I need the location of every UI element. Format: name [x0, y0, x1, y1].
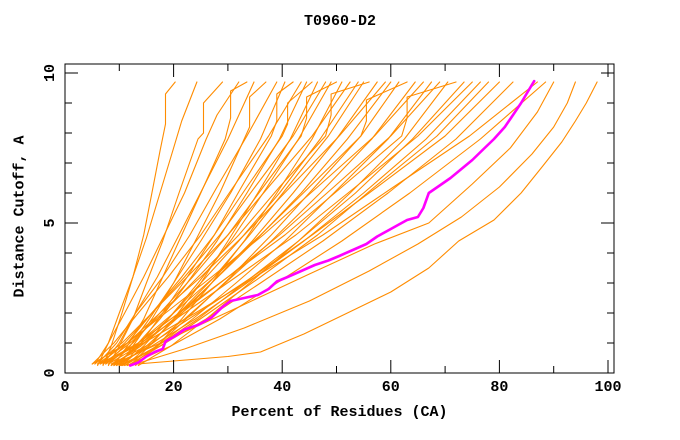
model-04	[94, 81, 240, 365]
x-axis-label: Percent of Residues (CA)	[231, 404, 448, 421]
x-tick-label: 20	[165, 379, 183, 396]
model-01	[102, 81, 176, 367]
model-24	[97, 81, 386, 365]
model-42	[113, 81, 555, 365]
chart-title: T0960-D2	[303, 13, 376, 30]
model-41	[126, 81, 547, 367]
model-19	[94, 81, 351, 365]
x-tick-label: 0	[60, 379, 69, 396]
model-23	[118, 81, 378, 367]
model-02	[97, 81, 198, 367]
model-31	[107, 81, 441, 365]
y-tick-label: 0	[42, 368, 59, 377]
y-tick-label: 10	[42, 64, 59, 82]
x-tick-label: 100	[594, 379, 621, 396]
model-36	[113, 81, 481, 367]
model-15	[99, 81, 327, 365]
model-44	[118, 81, 598, 367]
model-13	[105, 81, 313, 365]
model-38	[110, 81, 500, 365]
model-43	[135, 81, 576, 365]
model-09	[110, 81, 286, 367]
model-35	[102, 81, 473, 365]
model-03	[107, 81, 224, 367]
model-11	[91, 81, 302, 365]
highlighted-model	[128, 79, 536, 367]
x-tick-label: 80	[490, 379, 508, 396]
plot-border	[64, 63, 615, 374]
model-21	[126, 81, 365, 365]
model-06	[102, 81, 255, 365]
model-40	[97, 81, 538, 365]
model-29	[91, 81, 424, 365]
model-08	[97, 81, 278, 365]
model-27	[105, 81, 408, 365]
model-33	[99, 81, 457, 365]
y-tick-label: 5	[42, 218, 59, 227]
x-tick-label: 60	[382, 379, 400, 396]
x-tick-label: 40	[273, 379, 291, 396]
